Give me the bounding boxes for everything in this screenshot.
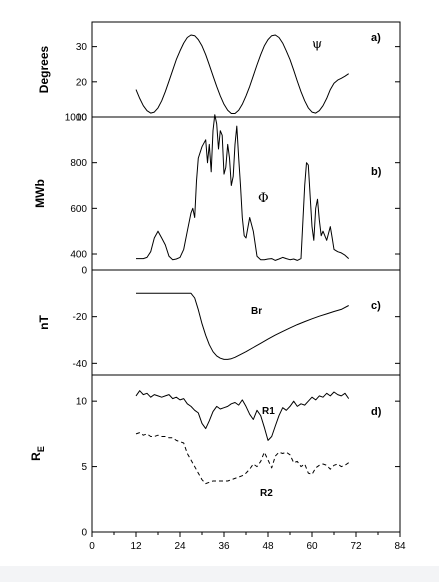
- x-tick-label: 24: [174, 541, 186, 552]
- panel-tag: d): [371, 406, 382, 418]
- y-axis-label: nT: [37, 315, 51, 330]
- series-label: R2: [260, 488, 273, 499]
- series-label: ψ: [312, 37, 322, 52]
- y-tick-label: -40: [73, 359, 88, 370]
- bottom-strip: [0, 566, 439, 582]
- series-line-2: [135, 432, 349, 485]
- y-tick-label: 30: [76, 42, 88, 53]
- panel-tag: c): [371, 300, 381, 312]
- series-line-1: [136, 292, 349, 360]
- panel-tag: b): [371, 166, 382, 178]
- y-tick-label: -20: [73, 312, 88, 323]
- panel-tag: a): [371, 32, 381, 44]
- y-tick-label: 1000: [65, 113, 88, 124]
- y-tick-label: 600: [70, 204, 87, 215]
- y-tick-label: 0: [81, 528, 87, 539]
- series-line-1: [136, 114, 350, 261]
- y-tick-label: 10: [76, 113, 88, 124]
- series-label: R1: [262, 406, 275, 417]
- x-tick-label: 36: [218, 541, 230, 552]
- y-tick-label: 0: [81, 266, 87, 277]
- series-line-1: [135, 34, 349, 114]
- x-tick-label: 60: [306, 541, 318, 552]
- y-tick-label: 5: [81, 462, 87, 473]
- y-tick-label: 800: [70, 158, 87, 169]
- x-tick-label: 12: [130, 541, 142, 552]
- y-axis-label: MWb: [33, 179, 47, 208]
- series-label: Br: [251, 306, 262, 317]
- x-tick-label: 84: [394, 541, 406, 552]
- y-tick-label: 20: [76, 77, 88, 88]
- y-axis-label: Degrees: [37, 46, 51, 94]
- y-axis-label-subscript: E: [36, 446, 46, 452]
- series-label: Φ: [258, 191, 269, 206]
- y-tick-label: 400: [70, 250, 87, 261]
- x-tick-label: 72: [350, 541, 362, 552]
- y-tick-label: 10: [76, 397, 88, 408]
- series-line-1: [135, 390, 350, 441]
- x-tick-label: 48: [262, 541, 274, 552]
- x-tick-label: 0: [89, 541, 95, 552]
